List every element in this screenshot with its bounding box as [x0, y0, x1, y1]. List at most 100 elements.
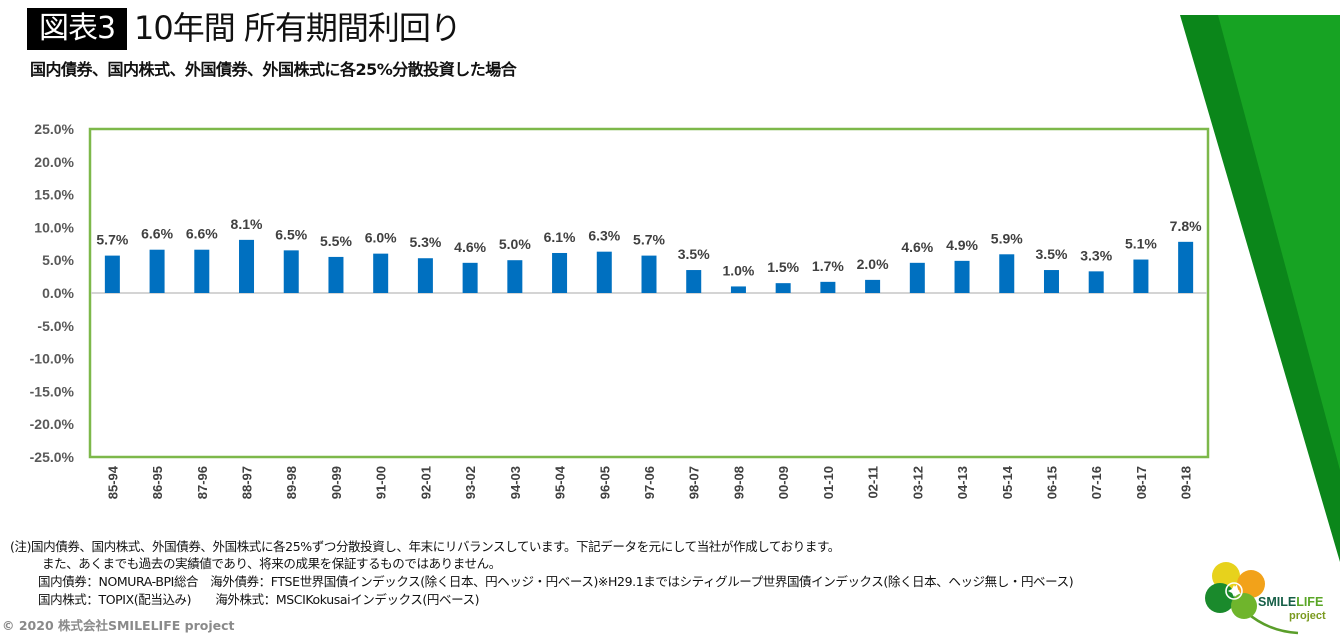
- x-tick-label: 07-16: [1089, 466, 1104, 499]
- footnote-line: (注)国内債券、国内株式、外国債券、外国株式に各25%ずつ分散投資し、年末にリバ…: [10, 539, 840, 554]
- data-label: 6.5%: [275, 226, 307, 242]
- data-label: 5.9%: [991, 230, 1023, 246]
- data-label: 5.5%: [320, 233, 352, 249]
- data-label: 8.1%: [231, 216, 263, 232]
- data-label: 6.6%: [141, 226, 173, 242]
- y-tick-label: 15.0%: [34, 187, 74, 203]
- x-tick-label: 89-98: [284, 466, 299, 499]
- x-tick-label: 85-94: [105, 465, 120, 499]
- x-tick-label: 03-12: [910, 466, 925, 499]
- data-label: 6.3%: [588, 228, 620, 244]
- y-tick-label: 25.0%: [34, 121, 74, 137]
- bar: [596, 251, 612, 293]
- data-label: 1.0%: [722, 262, 754, 278]
- y-tick-label: 20.0%: [34, 154, 74, 170]
- logo-petal-orange: [1237, 570, 1265, 598]
- bar: [1043, 270, 1059, 293]
- bar: [775, 283, 791, 293]
- data-label: 5.1%: [1125, 236, 1157, 252]
- bar: [507, 260, 523, 293]
- y-tick-label: -20.0%: [30, 416, 75, 432]
- data-label: 4.9%: [946, 237, 978, 253]
- bar: [239, 239, 255, 293]
- x-axis: 85-94 86-95 87-96 88-97 89-98 90-99 91-00 92-01…: [105, 465, 1193, 499]
- data-label: 5.3%: [409, 234, 441, 250]
- y-axis: 25.0% 20.0% 15.0% 10.0% 5.0% 0.0% -5.0% -10.0% -…: [30, 121, 75, 465]
- bar: [104, 255, 120, 293]
- x-tick-label: 09-18: [1179, 466, 1194, 499]
- data-label: 1.7%: [812, 258, 844, 274]
- footnote-line: また、あくまでも過去の実績値であり、将来の成果を保証するものではありません。: [42, 556, 501, 571]
- bar: [1133, 259, 1149, 293]
- data-label: 1.5%: [767, 259, 799, 275]
- page-subtitle: 国内債券、国内株式、外国債券、外国株式に各25%分散投資した場合: [30, 60, 517, 79]
- data-label: 6.6%: [186, 226, 218, 242]
- y-tick-label: -25.0%: [30, 449, 75, 465]
- data-label: 6.0%: [365, 230, 397, 246]
- bar: [865, 279, 881, 293]
- y-tick-label: 10.0%: [34, 219, 74, 235]
- logo-word-project: project: [1289, 610, 1326, 622]
- x-tick-label: 94-03: [508, 466, 523, 499]
- x-tick-label: 99-08: [731, 466, 746, 499]
- bar: [730, 286, 746, 293]
- bar: [1178, 241, 1194, 293]
- x-tick-label: 87-96: [195, 466, 210, 499]
- bar: [283, 250, 299, 293]
- bar: [686, 270, 702, 293]
- data-label: 3.5%: [678, 246, 710, 262]
- bar-series: [104, 239, 1194, 293]
- bar: [999, 254, 1015, 293]
- logo-word-life: LIFE: [1296, 595, 1323, 609]
- x-tick-label: 98-07: [687, 466, 702, 499]
- logo-wordmark: SMILELIFE: [1258, 595, 1323, 609]
- data-label: 2.0%: [857, 256, 889, 272]
- x-tick-label: 86-95: [150, 466, 165, 499]
- footnote-line: 国内株式：TOPIX(配当込み) 海外株式：MSCIKokusaiインデックス(…: [38, 592, 480, 607]
- y-tick-label: -5.0%: [37, 318, 74, 334]
- x-tick-label: 00-09: [776, 466, 791, 499]
- bar: [194, 249, 210, 293]
- data-label: 6.1%: [544, 229, 576, 245]
- bar: [373, 253, 389, 293]
- bar: [820, 281, 836, 293]
- data-label: 7.8%: [1170, 218, 1202, 234]
- data-label: 3.3%: [1080, 247, 1112, 263]
- copyright-notice: © 2020 株式会社SMILELIFE project: [2, 618, 235, 633]
- plot-area-border: [88, 127, 1210, 459]
- y-tick-label: 0.0%: [42, 285, 74, 301]
- bar: [462, 262, 478, 293]
- x-tick-label: 04-13: [955, 466, 970, 499]
- data-label: 5.7%: [96, 232, 128, 248]
- data-labels: 5.7% 6.6% 6.6% 8.1% 6.5% 5.5% 6.0% 5.3% 4.6% 5.0%…: [96, 216, 1202, 279]
- x-tick-label: 88-97: [240, 466, 255, 499]
- x-tick-label: 02-11: [866, 466, 881, 499]
- data-label: 5.7%: [633, 232, 665, 248]
- y-tick-label: -15.0%: [30, 383, 75, 399]
- figure-number-badge: 図表3: [27, 8, 127, 50]
- bar: [954, 260, 970, 293]
- y-tick-label: 5.0%: [42, 252, 74, 268]
- x-tick-label: 06-15: [1044, 466, 1059, 499]
- logo-word-smile: SMILE: [1258, 595, 1296, 609]
- y-tick-label: -10.0%: [30, 351, 75, 367]
- bar: [909, 262, 925, 293]
- x-tick-label: 97-06: [642, 466, 657, 499]
- data-label: 5.0%: [499, 236, 531, 252]
- x-tick-label: 91-00: [374, 466, 389, 499]
- page-title: 10年間 所有期間利回り: [134, 9, 462, 47]
- logo-petal-dark-green: [1205, 583, 1235, 613]
- logo-petal-light-green: [1231, 593, 1257, 619]
- x-tick-label: 01-10: [821, 466, 836, 499]
- bar: [1088, 271, 1104, 293]
- logo-star-icon: [1228, 585, 1240, 597]
- bar: [417, 258, 433, 293]
- bar: [641, 255, 657, 293]
- x-tick-label: 95-04: [553, 465, 568, 499]
- x-tick-label: 96-05: [597, 466, 612, 499]
- footnote-line: 国内債券：NOMURA-BPI総合 海外債券：FTSE世界国債インデックス(除く…: [38, 574, 1074, 589]
- x-tick-label: 92-01: [418, 466, 433, 499]
- light-green-wedge: [1218, 15, 1340, 470]
